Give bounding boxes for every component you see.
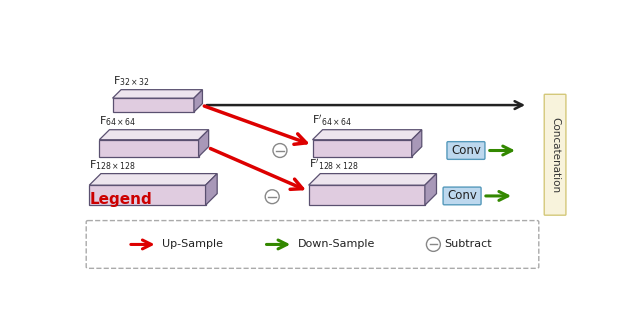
Polygon shape: [113, 98, 194, 112]
Text: Concatenation: Concatenation: [550, 117, 560, 193]
FancyBboxPatch shape: [447, 142, 485, 159]
Text: Conv: Conv: [451, 144, 481, 157]
Polygon shape: [90, 174, 217, 185]
FancyBboxPatch shape: [544, 94, 566, 215]
Polygon shape: [312, 130, 422, 140]
Polygon shape: [99, 130, 209, 140]
Polygon shape: [113, 90, 202, 98]
Text: $\mathregular{F}'_{128\times128}$: $\mathregular{F}'_{128\times128}$: [308, 157, 358, 172]
Polygon shape: [205, 174, 217, 205]
FancyBboxPatch shape: [443, 187, 481, 205]
Text: Conv: Conv: [447, 189, 477, 202]
Text: Up-Sample: Up-Sample: [162, 239, 223, 249]
Circle shape: [426, 238, 440, 251]
Text: Legend: Legend: [90, 192, 152, 207]
Polygon shape: [308, 185, 425, 205]
Text: Down-Sample: Down-Sample: [298, 239, 375, 249]
Polygon shape: [198, 130, 209, 157]
Polygon shape: [312, 140, 412, 157]
Polygon shape: [412, 130, 422, 157]
Text: $\mathregular{F}_{32\times32}$: $\mathregular{F}_{32\times32}$: [113, 74, 150, 88]
Text: Subtract: Subtract: [444, 239, 492, 249]
Text: $\mathregular{F}_{128\times128}$: $\mathregular{F}_{128\times128}$: [90, 158, 136, 172]
Circle shape: [273, 144, 287, 157]
Polygon shape: [99, 140, 198, 157]
Polygon shape: [425, 174, 436, 205]
FancyBboxPatch shape: [86, 220, 539, 268]
Polygon shape: [90, 185, 205, 205]
Polygon shape: [194, 90, 202, 112]
Circle shape: [265, 190, 279, 204]
Polygon shape: [308, 174, 436, 185]
Text: $\mathregular{F}_{64\times64}$: $\mathregular{F}_{64\times64}$: [99, 114, 137, 128]
Text: $\mathregular{F}'_{64\times64}$: $\mathregular{F}'_{64\times64}$: [312, 114, 353, 128]
